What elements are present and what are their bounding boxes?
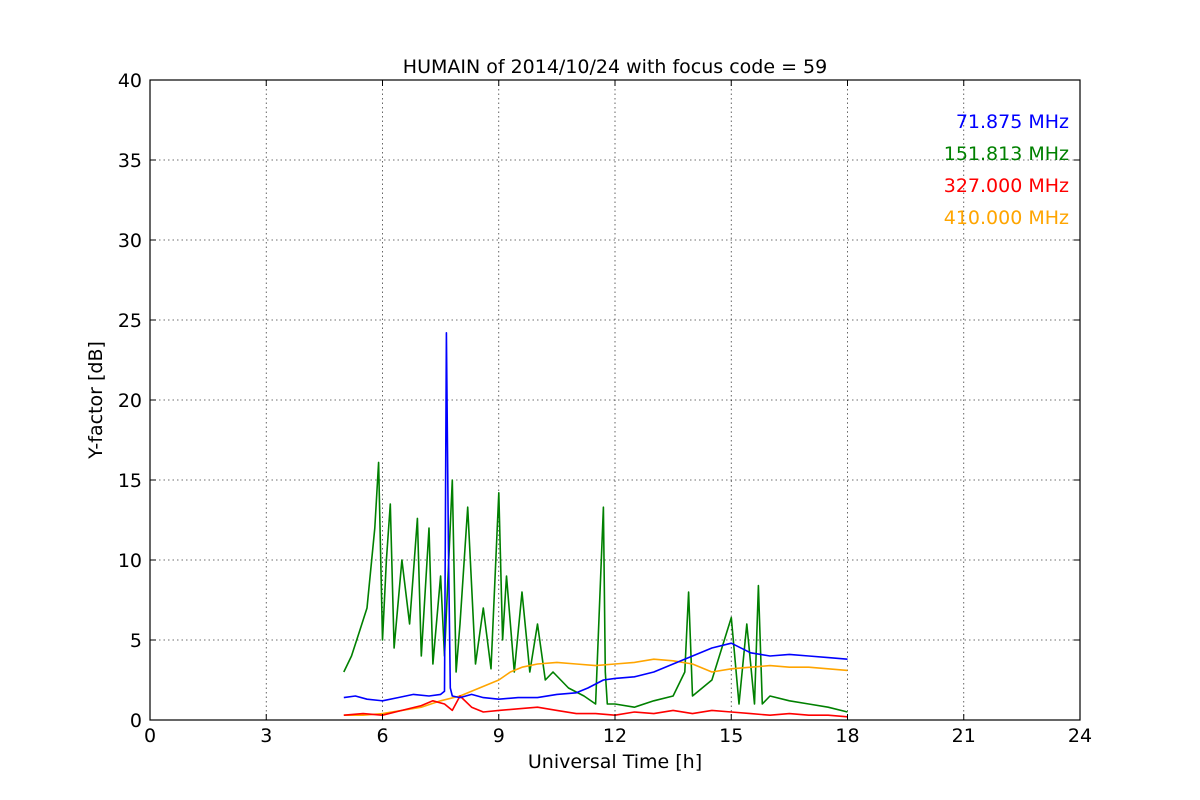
- x-tick-label: 0: [144, 725, 156, 747]
- series-line-327-000: [343, 695, 848, 718]
- x-tick-label: 18: [835, 725, 859, 747]
- y-tick-label: 0: [130, 710, 142, 732]
- series-line-410-000: [343, 658, 848, 717]
- x-axis-label: Universal Time [h]: [528, 751, 702, 773]
- x-tick-label: 9: [493, 725, 505, 747]
- y-tick-label: 35: [118, 150, 142, 172]
- x-tick-label: 12: [603, 725, 627, 747]
- legend-entry: 410.000 MHz: [944, 207, 1069, 229]
- legend-entry: 71.875 MHz: [956, 111, 1069, 133]
- x-tick-label: 24: [1068, 725, 1092, 747]
- y-tick-label: 10: [118, 550, 142, 572]
- grid-lines: [149, 79, 1081, 721]
- x-tick-label: 21: [952, 725, 976, 747]
- y-tick-label: 25: [118, 310, 142, 332]
- x-tick-label: 6: [376, 725, 388, 747]
- series-line-151-813: [343, 461, 848, 713]
- legend-entry: 151.813 MHz: [944, 143, 1069, 165]
- y-tick-label: 30: [118, 230, 142, 252]
- y-tick-label: 5: [130, 630, 142, 652]
- y-tick-label: 40: [118, 70, 142, 92]
- series-group: [343, 331, 848, 718]
- axis-ticks: [149, 79, 1081, 721]
- legend-entry: 327.000 MHz: [944, 175, 1069, 197]
- chart-title: HUMAIN of 2014/10/24 with focus code = 5…: [403, 56, 827, 78]
- x-tick-label: 15: [719, 725, 743, 747]
- y-axis-label: Y-factor [dB]: [85, 341, 107, 460]
- x-tick-label: 3: [260, 725, 272, 747]
- axis-tick-labels: 0 3 6 9 12 15 18 21 24 0 5 10 15 20 25 30 35 40: [118, 70, 1092, 747]
- y-tick-label: 20: [118, 390, 142, 412]
- y-tick-label: 15: [118, 470, 142, 492]
- legend: 71.875 MHz 151.813 MHz 327.000 MHz 410.000 …: [944, 111, 1069, 229]
- series-line-71-875: [343, 331, 848, 702]
